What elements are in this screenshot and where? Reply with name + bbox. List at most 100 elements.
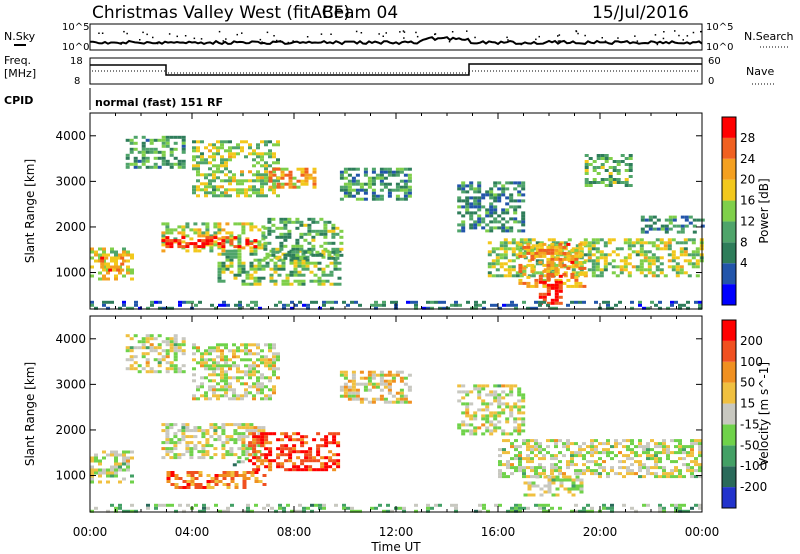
velocity-cell <box>122 468 126 472</box>
power-cell <box>474 300 478 304</box>
power-cell <box>403 182 408 186</box>
power-cell <box>238 303 242 307</box>
power-cell <box>321 252 326 256</box>
power-cell <box>481 217 486 221</box>
power-cell <box>102 303 106 307</box>
velocity-cell <box>670 460 674 464</box>
power-cell <box>663 244 668 248</box>
power-cell <box>268 170 273 174</box>
velocity-cell <box>554 445 558 449</box>
power-cell <box>250 306 254 310</box>
nsky-dot <box>538 35 540 38</box>
power-cell <box>269 258 274 262</box>
power-colorbar-swatch <box>722 263 736 285</box>
velocity-cell <box>149 334 154 338</box>
velocity-cell <box>355 397 360 401</box>
power-cell <box>624 163 629 166</box>
velocity-cell <box>469 429 474 433</box>
power-cell <box>666 306 670 310</box>
power-cell <box>639 262 644 266</box>
nsky-dot <box>535 38 537 41</box>
power-cell <box>220 191 224 195</box>
power-cell <box>236 179 240 183</box>
power-cell <box>515 256 520 260</box>
power-cell <box>268 173 273 177</box>
velocity-cell <box>312 438 317 442</box>
power-cell <box>301 252 306 256</box>
power-cell <box>454 300 458 304</box>
power-cell <box>261 258 266 262</box>
velocity-cell <box>506 439 510 443</box>
velocity-cell <box>233 438 238 442</box>
velocity-cell <box>518 463 522 467</box>
velocity-cell <box>268 367 272 371</box>
power-cell <box>518 281 523 285</box>
power-cell <box>647 259 652 263</box>
velocity-cell <box>254 480 259 483</box>
power-cell <box>595 268 600 272</box>
power-cell <box>655 247 660 251</box>
velocity-cell <box>193 429 198 433</box>
velocity-cell <box>276 358 280 362</box>
velocity-cell <box>272 391 276 395</box>
velocity-ytick-label: 1000 <box>55 469 86 483</box>
velocity-cell <box>543 484 548 488</box>
velocity-cell <box>606 454 610 458</box>
velocity-cell <box>407 373 412 377</box>
power-cell <box>232 179 236 183</box>
velocity-cell <box>173 435 178 439</box>
power-cell <box>307 229 312 233</box>
power-cell <box>587 247 592 251</box>
power-cell <box>628 154 633 157</box>
velocity-cell <box>102 471 106 475</box>
power-cell <box>457 205 462 209</box>
power-cell <box>505 211 510 215</box>
velocity-cell <box>165 432 170 436</box>
velocity-cell <box>498 454 502 458</box>
power-cell <box>394 300 398 304</box>
velocity-cell <box>654 463 658 467</box>
power-cell <box>141 144 146 148</box>
power-cell <box>220 170 224 174</box>
power-cell <box>260 173 264 177</box>
power-cell <box>299 220 304 224</box>
power-cell <box>169 153 174 157</box>
power-cell <box>221 239 226 243</box>
power-cell <box>691 256 696 260</box>
power-cell <box>126 253 130 257</box>
power-cell <box>558 289 563 293</box>
power-cell <box>530 254 535 258</box>
velocity-cell <box>598 466 602 470</box>
power-cell <box>485 229 490 233</box>
velocity-cell <box>165 441 170 445</box>
power-cell <box>252 173 256 177</box>
velocity-cell <box>506 451 510 455</box>
power-cell <box>522 254 527 258</box>
power-cell <box>212 158 216 162</box>
velocity-cell <box>493 417 498 421</box>
velocity-cell <box>133 355 138 359</box>
velocity-cell <box>240 343 244 347</box>
nsky-dot <box>241 32 243 34</box>
power-cell <box>698 303 702 307</box>
velocity-cell <box>192 358 196 362</box>
power-cell <box>511 238 516 242</box>
power-cell <box>204 158 208 162</box>
power-cell <box>643 253 648 257</box>
power-cell <box>216 140 220 144</box>
velocity-cell <box>237 426 242 430</box>
power-cell <box>578 284 583 288</box>
velocity-cell <box>606 506 610 510</box>
power-cell <box>582 266 587 270</box>
power-cell <box>539 247 544 251</box>
power-cell <box>186 300 190 304</box>
power-cell <box>232 152 236 156</box>
power-cell <box>651 274 656 278</box>
power-cell <box>695 262 700 266</box>
power-cell <box>205 236 210 240</box>
velocity-cell <box>308 456 313 460</box>
velocity-cell <box>355 394 360 398</box>
power-cell <box>599 271 604 275</box>
power-cell <box>686 300 690 304</box>
power-cell <box>596 181 601 184</box>
